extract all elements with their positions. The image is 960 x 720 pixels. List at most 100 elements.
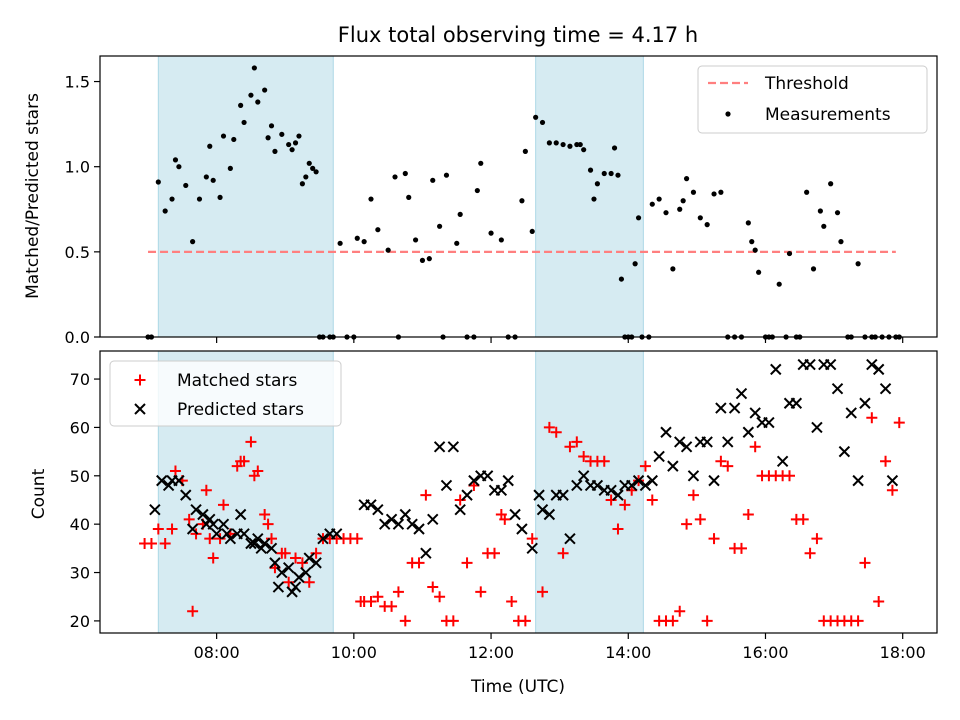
predicted-star-point	[238, 528, 250, 540]
predicted-star-point	[811, 421, 823, 434]
predicted-star-point	[433, 441, 446, 453]
matched-star-point	[204, 533, 216, 545]
measurement-point	[752, 247, 758, 253]
measurement-point	[306, 160, 312, 166]
matched-star-point	[880, 455, 892, 467]
predicted-star-point	[536, 503, 549, 516]
predicted-star-point	[770, 363, 782, 376]
predicted-star-point	[708, 474, 720, 487]
predicted-star-point	[728, 402, 741, 414]
matched-star-point	[454, 494, 466, 506]
predicted-star-point	[330, 528, 343, 540]
bottom-legend: Matched stars Predicted stars	[109, 360, 342, 427]
matched-star-point	[303, 576, 315, 588]
predicted-star-point	[612, 489, 624, 501]
predicted-star-point	[447, 441, 460, 453]
predicted-star-point	[149, 503, 161, 516]
predicted-star-point	[639, 479, 652, 492]
matched-star-point	[365, 596, 377, 608]
matched-star-point	[290, 552, 302, 564]
measurement-point	[361, 239, 367, 245]
measurement-point	[169, 196, 175, 202]
matched-star-point	[413, 557, 425, 569]
predicted-star-point	[289, 581, 302, 593]
measurement-point	[718, 189, 724, 195]
predicted-star-point	[667, 460, 679, 472]
measurement-point	[670, 266, 676, 272]
legend-measurement-marker	[725, 111, 731, 117]
measurement-point	[594, 181, 600, 187]
top-highlight-span	[535, 55, 644, 338]
measurement-point	[238, 102, 244, 108]
predicted-star-point	[838, 445, 851, 458]
matched-star-point	[499, 513, 511, 525]
predicted-star-point	[454, 503, 466, 516]
measurement-point	[711, 191, 717, 197]
predicted-star-point	[234, 508, 247, 521]
measurement-point	[828, 181, 834, 187]
matched-star-point	[783, 470, 795, 482]
top-y-tick-label: 0.5	[65, 243, 90, 262]
predicted-star-point	[265, 542, 278, 555]
predicted-star-point	[722, 436, 734, 448]
measurement-point	[162, 208, 168, 214]
matched-star-point	[296, 557, 308, 569]
matched-star-point	[715, 455, 727, 467]
matched-star-point	[217, 499, 229, 511]
measurement-point	[474, 187, 480, 194]
measurement-point	[810, 266, 817, 272]
predicted-star-point	[646, 474, 658, 487]
matched-star-point	[571, 436, 583, 448]
matched-star-point	[283, 576, 295, 588]
predicted-star-point	[625, 479, 638, 492]
measurement-point	[704, 222, 710, 228]
measurement-point	[183, 182, 189, 189]
predicted-star-point	[831, 383, 844, 395]
measurement-point	[203, 174, 209, 180]
measurement-point	[292, 140, 299, 146]
measurement-point	[821, 223, 827, 229]
matched-star-point	[399, 615, 411, 627]
predicted-star-point	[217, 518, 230, 530]
predicted-star-point	[258, 537, 271, 550]
measurement-point	[608, 170, 614, 177]
measurement-point	[310, 165, 316, 171]
predicted-star-point	[701, 436, 713, 448]
measurement-point	[368, 196, 374, 202]
predicted-star-point	[427, 513, 439, 526]
predicted-star-point	[186, 523, 199, 535]
measurement-point	[680, 198, 686, 204]
predicted-star-point	[886, 474, 899, 487]
predicted-star-point	[197, 508, 209, 521]
matched-star-point	[200, 484, 212, 496]
measurement-point	[313, 169, 319, 175]
measurement-point	[591, 196, 597, 202]
x-axis-label: Time (UTC)	[470, 677, 565, 697]
measurement-point	[303, 174, 309, 180]
predicted-star-point	[509, 508, 521, 521]
matched-star-point	[550, 426, 562, 438]
predicted-star-point	[776, 455, 789, 467]
predicted-star-point	[715, 402, 727, 414]
matched-star-point	[619, 499, 631, 511]
matched-star-point	[475, 586, 487, 598]
predicted-star-point	[207, 518, 219, 530]
predicted-star-point	[674, 436, 686, 448]
matched-star-point	[681, 518, 693, 530]
predicted-star-point	[749, 407, 761, 419]
predicted-star-point	[303, 552, 315, 564]
bottom-y-axis-label: Count	[29, 468, 49, 519]
measurement-point	[817, 208, 823, 214]
measurement-point	[190, 239, 196, 245]
predicted-star-point	[516, 523, 528, 535]
predicted-star-point	[481, 470, 494, 482]
bottom-axes-frame	[99, 350, 938, 634]
legend-predicted-marker	[134, 403, 146, 415]
measurement-point	[577, 141, 583, 148]
measurement-point	[272, 148, 278, 154]
matched-star-point	[183, 513, 195, 525]
x-tick-label: 18:00	[880, 643, 926, 662]
measurement-point	[207, 143, 213, 149]
matched-star-point	[708, 533, 720, 545]
matched-star-point	[279, 547, 291, 559]
